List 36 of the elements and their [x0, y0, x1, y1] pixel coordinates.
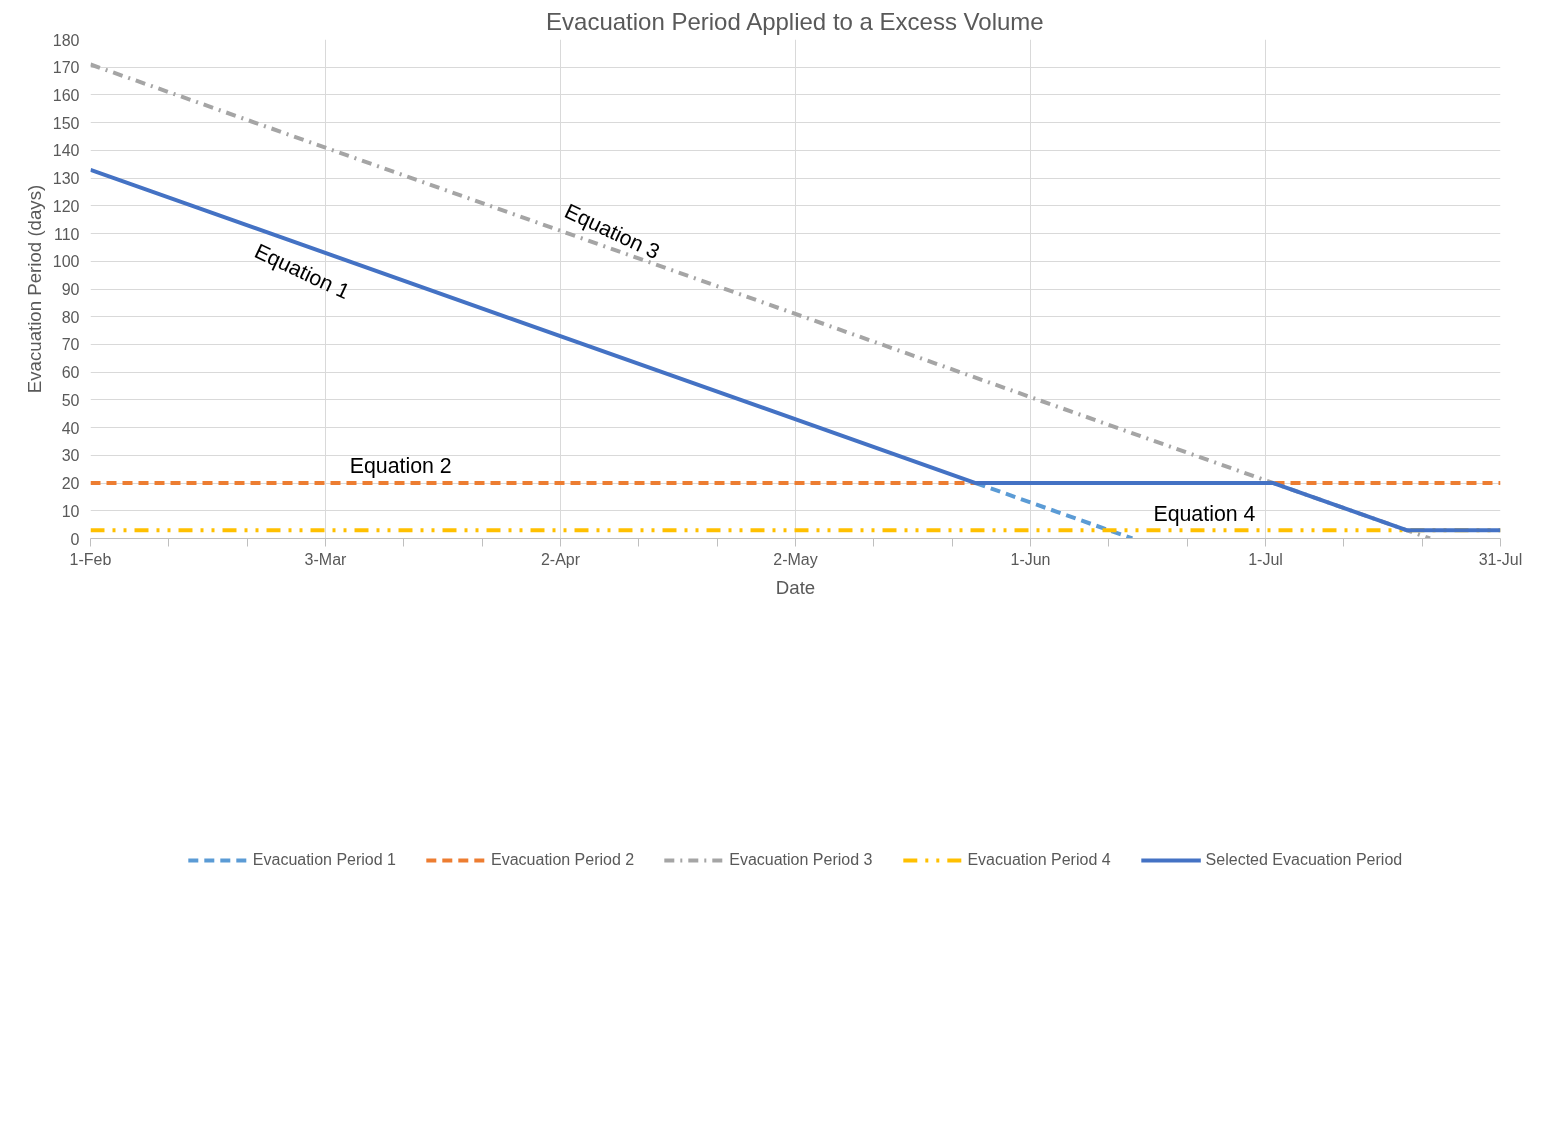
y-tick-label: 70 — [61, 336, 80, 354]
x-tick-label: 2-Apr — [540, 550, 581, 568]
x-tick-label: 31-Jul — [1478, 550, 1523, 568]
y-tick-label: 120 — [52, 197, 80, 215]
y-tick-label: 30 — [61, 447, 80, 465]
y-tick-label: 110 — [53, 225, 80, 243]
y-tick-label: 100 — [52, 253, 80, 271]
y-tick-label: 160 — [52, 86, 80, 104]
y-tick-label: 20 — [61, 475, 80, 493]
y-tick-label: 180 — [52, 31, 80, 49]
x-tick-label: 1-Feb — [69, 550, 112, 568]
y-tick-label: 130 — [52, 170, 80, 188]
y-tick-label: 170 — [52, 59, 80, 77]
y-tick-label: 50 — [61, 391, 80, 409]
y-tick-label: 90 — [61, 281, 80, 298]
legend-label: Evacuation Period 2 — [491, 851, 635, 869]
annotation: Equation 4 — [1153, 501, 1256, 526]
chart-title: Evacuation Period Applied to a Excess Volume — [546, 7, 1044, 35]
legend-label: Selected Evacuation Period — [1205, 851, 1403, 869]
y-tick-label: 80 — [61, 308, 80, 326]
x-tick-label: 3-Mar — [304, 550, 348, 568]
y-axis-title: Evacuation Period (days) — [23, 184, 45, 394]
legend-label: Evacuation Period 1 — [252, 851, 397, 869]
x-tick-label: 2-May — [773, 550, 818, 568]
y-tick-label: 140 — [52, 142, 80, 160]
legend-label: Evacuation Period 3 — [729, 851, 873, 869]
y-tick-label: 0 — [70, 530, 80, 548]
y-tick-label: 60 — [61, 364, 80, 382]
legend-label: Evacuation Period 4 — [967, 851, 1111, 869]
annotation: Equation 2 — [349, 454, 452, 479]
y-tick-label: 150 — [52, 114, 80, 132]
x-tick-label: 1-Jun — [1010, 550, 1051, 568]
x-axis-title: Date — [775, 576, 816, 598]
x-tick-label: 1-Jul — [1248, 550, 1283, 568]
y-tick-label: 40 — [61, 419, 80, 437]
y-tick-label: 10 — [61, 502, 80, 520]
